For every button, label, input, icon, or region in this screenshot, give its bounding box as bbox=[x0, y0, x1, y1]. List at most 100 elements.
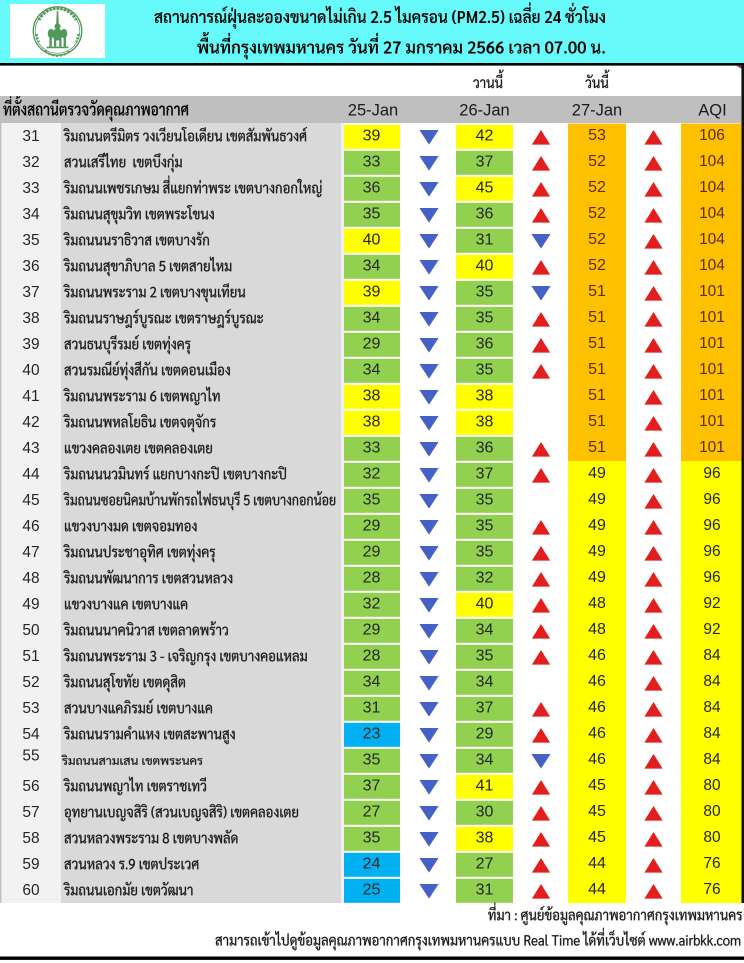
svg-text:34: 34 bbox=[363, 673, 381, 690]
svg-text:49: 49 bbox=[588, 465, 606, 482]
svg-text:32: 32 bbox=[363, 595, 381, 612]
svg-text:96: 96 bbox=[703, 569, 720, 586]
svg-text:48: 48 bbox=[588, 621, 606, 638]
svg-text:96: 96 bbox=[703, 491, 720, 508]
svg-text:46: 46 bbox=[588, 751, 606, 768]
svg-text:44: 44 bbox=[588, 881, 606, 898]
svg-text:92: 92 bbox=[703, 595, 720, 612]
svg-text:37: 37 bbox=[476, 699, 494, 716]
svg-text:45: 45 bbox=[588, 777, 606, 794]
svg-text:40: 40 bbox=[476, 595, 494, 612]
svg-text:52: 52 bbox=[588, 153, 606, 170]
svg-text:96: 96 bbox=[703, 465, 720, 482]
svg-text:84: 84 bbox=[703, 647, 721, 664]
svg-text:25: 25 bbox=[363, 881, 381, 898]
svg-text:40: 40 bbox=[363, 231, 381, 248]
svg-text:42: 42 bbox=[476, 127, 494, 144]
svg-text:52: 52 bbox=[22, 674, 39, 691]
svg-text:40: 40 bbox=[22, 362, 40, 379]
svg-text:45: 45 bbox=[476, 179, 494, 196]
svg-text:46: 46 bbox=[22, 518, 39, 535]
svg-text:36: 36 bbox=[476, 439, 494, 456]
svg-text:49: 49 bbox=[22, 596, 39, 613]
svg-text:92: 92 bbox=[703, 621, 720, 638]
svg-text:41: 41 bbox=[22, 388, 39, 405]
svg-text:29: 29 bbox=[363, 621, 381, 638]
svg-text:50: 50 bbox=[22, 622, 40, 639]
svg-text:32: 32 bbox=[22, 154, 39, 171]
svg-text:35: 35 bbox=[363, 491, 381, 508]
svg-text:34: 34 bbox=[476, 673, 494, 690]
svg-text:35: 35 bbox=[476, 309, 494, 326]
svg-text:51: 51 bbox=[588, 335, 606, 352]
svg-text:46: 46 bbox=[588, 725, 606, 742]
svg-text:35: 35 bbox=[476, 517, 494, 534]
svg-text:41: 41 bbox=[476, 777, 494, 794]
svg-text:25-Jan: 25-Jan bbox=[348, 102, 398, 120]
svg-text:38: 38 bbox=[476, 829, 494, 846]
svg-text:54: 54 bbox=[22, 726, 40, 743]
svg-text:39: 39 bbox=[363, 127, 381, 144]
svg-text:51: 51 bbox=[588, 309, 606, 326]
svg-text:34: 34 bbox=[363, 309, 381, 326]
svg-text:84: 84 bbox=[703, 725, 721, 742]
svg-text:29: 29 bbox=[363, 517, 381, 534]
svg-text:29: 29 bbox=[363, 543, 381, 560]
svg-text:49: 49 bbox=[588, 543, 606, 560]
svg-text:34: 34 bbox=[476, 751, 494, 768]
svg-text:32: 32 bbox=[363, 465, 381, 482]
svg-text:46: 46 bbox=[588, 647, 606, 664]
svg-text:101: 101 bbox=[699, 413, 725, 430]
svg-text:36: 36 bbox=[22, 258, 39, 275]
svg-text:31: 31 bbox=[476, 881, 494, 898]
svg-text:53: 53 bbox=[588, 127, 606, 144]
svg-text:35: 35 bbox=[476, 283, 494, 300]
svg-text:76: 76 bbox=[703, 855, 720, 872]
svg-text:23: 23 bbox=[363, 725, 381, 742]
svg-text:39: 39 bbox=[22, 336, 39, 353]
svg-text:104: 104 bbox=[699, 257, 725, 274]
svg-text:101: 101 bbox=[699, 283, 725, 300]
svg-text:80: 80 bbox=[703, 803, 721, 820]
svg-text:51: 51 bbox=[588, 439, 606, 456]
svg-text:84: 84 bbox=[703, 699, 721, 716]
svg-text:96: 96 bbox=[703, 543, 720, 560]
svg-text:33: 33 bbox=[22, 180, 39, 197]
svg-text:104: 104 bbox=[699, 231, 725, 248]
svg-text:36: 36 bbox=[363, 179, 381, 196]
svg-text:47: 47 bbox=[22, 544, 39, 561]
svg-text:32: 32 bbox=[476, 569, 494, 586]
svg-text:37: 37 bbox=[476, 153, 494, 170]
svg-text:104: 104 bbox=[699, 153, 725, 170]
svg-text:44: 44 bbox=[588, 855, 606, 872]
svg-text:34: 34 bbox=[22, 206, 40, 223]
svg-text:45: 45 bbox=[588, 829, 606, 846]
svg-text:80: 80 bbox=[703, 829, 721, 846]
svg-text:26-Jan: 26-Jan bbox=[459, 102, 509, 120]
svg-text:51: 51 bbox=[588, 361, 606, 378]
svg-text:28: 28 bbox=[363, 569, 381, 586]
svg-text:27: 27 bbox=[363, 803, 381, 820]
svg-text:38: 38 bbox=[476, 387, 494, 404]
svg-text:29: 29 bbox=[476, 725, 494, 742]
svg-text:38: 38 bbox=[476, 413, 494, 430]
svg-text:29: 29 bbox=[363, 335, 381, 352]
svg-text:44: 44 bbox=[22, 466, 40, 483]
svg-text:84: 84 bbox=[703, 751, 721, 768]
svg-text:55: 55 bbox=[22, 748, 39, 765]
svg-text:38: 38 bbox=[363, 387, 381, 404]
svg-text:35: 35 bbox=[476, 647, 494, 664]
svg-text:53: 53 bbox=[22, 700, 39, 717]
svg-text:106: 106 bbox=[699, 127, 725, 144]
svg-text:60: 60 bbox=[22, 882, 40, 899]
svg-text:35: 35 bbox=[476, 361, 494, 378]
svg-text:49: 49 bbox=[588, 569, 606, 586]
svg-text:34: 34 bbox=[363, 257, 381, 274]
svg-text:52: 52 bbox=[588, 179, 606, 196]
svg-text:42: 42 bbox=[22, 414, 39, 431]
svg-text:48: 48 bbox=[22, 570, 39, 587]
svg-text:35: 35 bbox=[476, 543, 494, 560]
svg-text:31: 31 bbox=[22, 128, 39, 145]
svg-text:35: 35 bbox=[363, 205, 381, 222]
svg-text:45: 45 bbox=[588, 803, 606, 820]
